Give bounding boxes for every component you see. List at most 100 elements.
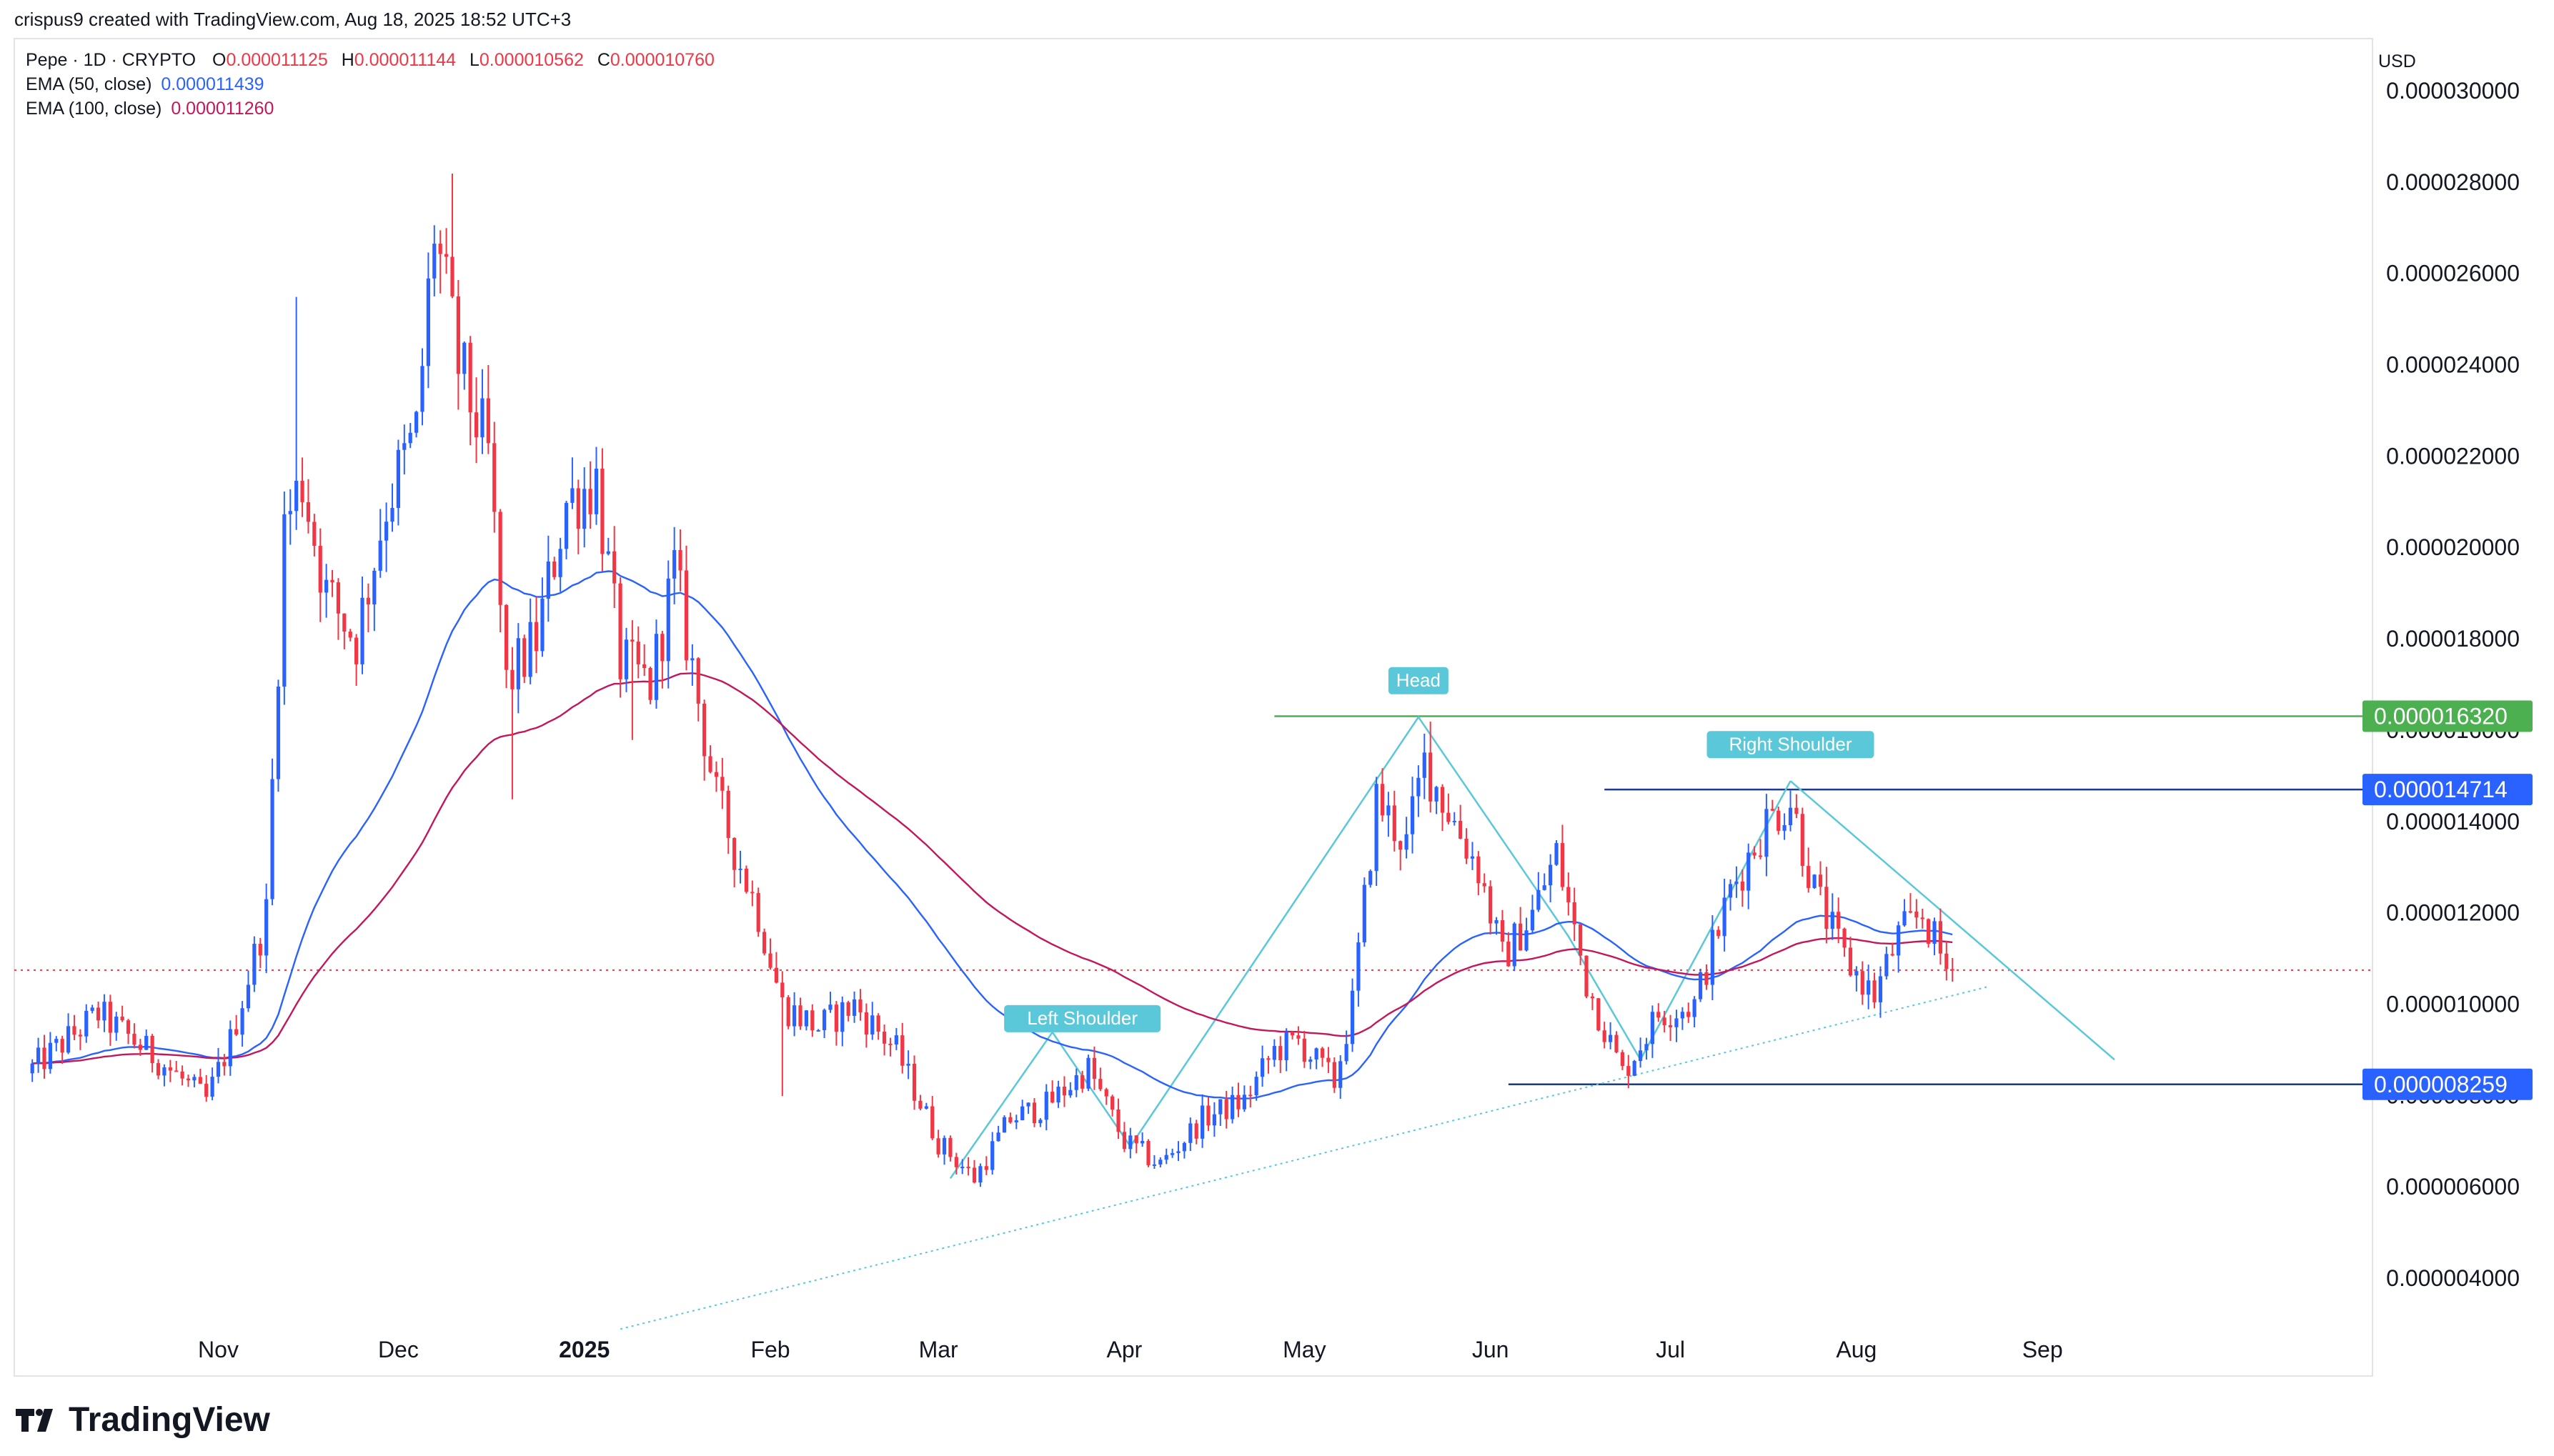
- candle-body: [1266, 1058, 1271, 1060]
- candle-body: [1566, 887, 1571, 902]
- candle-body: [246, 984, 251, 1009]
- candle-body: [168, 1067, 172, 1071]
- candle-body: [318, 546, 322, 593]
- candle-body: [918, 1100, 923, 1109]
- candle-body: [480, 398, 485, 438]
- candle-body: [312, 522, 317, 547]
- y-tick-label: 0.000024000: [2386, 352, 2520, 378]
- candle-body: [534, 622, 539, 652]
- symbol-name: Pepe · 1D · CRYPTO: [26, 50, 197, 70]
- candle-body: [1428, 752, 1433, 802]
- candle-body: [204, 1083, 209, 1097]
- candle-body: [138, 1044, 142, 1050]
- candle-body: [1158, 1160, 1163, 1165]
- candle-body: [444, 254, 449, 257]
- price-axis: 0.0000040000.0000060000.0000080000.00001…: [2362, 78, 2533, 1291]
- candle-body: [1254, 1077, 1258, 1096]
- candle-body: [1248, 1095, 1253, 1097]
- candle-body: [1068, 1089, 1073, 1096]
- candle-body: [348, 632, 352, 638]
- candle-body: [1950, 969, 1954, 971]
- candle-body: [1554, 843, 1559, 865]
- y-tick-label: 0.000030000: [2386, 78, 2520, 104]
- candle-body: [192, 1077, 197, 1081]
- candle-body: [1932, 921, 1937, 944]
- x-tick-label: Feb: [750, 1337, 790, 1362]
- candle-body: [1890, 954, 1894, 956]
- candle-body: [1176, 1151, 1181, 1154]
- candle-body: [894, 1035, 898, 1044]
- candle-body: [1644, 1044, 1649, 1051]
- candle-body: [174, 1070, 179, 1072]
- candle-body: [1302, 1038, 1306, 1062]
- candle-body: [36, 1047, 41, 1064]
- candle-body: [1134, 1135, 1138, 1144]
- candle-body: [1824, 887, 1829, 929]
- candle-body: [1344, 1044, 1348, 1062]
- candle-body: [756, 893, 760, 932]
- candle-body: [1236, 1095, 1241, 1110]
- candle-body: [1788, 807, 1793, 825]
- candle-body: [600, 469, 605, 554]
- candle-body: [1584, 955, 1589, 997]
- candle-body: [690, 658, 695, 661]
- candle-body: [942, 1137, 947, 1155]
- candle-body: [762, 932, 767, 954]
- candle-body: [96, 1007, 101, 1021]
- candle-body: [1464, 838, 1469, 859]
- close-value: 0.000010760: [610, 50, 715, 70]
- candle-body: [84, 1010, 89, 1037]
- candle-body: [450, 256, 454, 296]
- candle-body: [48, 1042, 52, 1069]
- candle-body: [864, 1012, 868, 1034]
- candle-body: [714, 772, 719, 777]
- candle-body: [1812, 874, 1817, 888]
- candle-body: [1171, 1153, 1175, 1155]
- candle-body: [870, 1015, 875, 1034]
- annotation-label: Left Shoulder: [1027, 1007, 1138, 1029]
- candle-body: [984, 1166, 988, 1170]
- candle-body: [222, 1062, 227, 1067]
- y-tick-label: 0.000028000: [2386, 169, 2520, 195]
- x-tick-label: Mar: [919, 1337, 958, 1362]
- candle-body: [1128, 1135, 1133, 1150]
- candle-body: [72, 1026, 76, 1035]
- ema50-legend[interactable]: EMA (50, close) 0.000011439: [26, 74, 264, 95]
- annotations: Left Shoulder Head Right Shoulder: [1004, 667, 1874, 1032]
- candle-body: [180, 1071, 184, 1079]
- candle-body: [1842, 928, 1847, 948]
- tradingview-logo[interactable]: TradingView: [16, 1400, 270, 1440]
- candle-body: [1326, 1057, 1331, 1062]
- candle-body: [558, 549, 562, 577]
- candle-body: [1698, 972, 1703, 999]
- candle-body: [798, 1005, 803, 1027]
- candle-body: [660, 634, 665, 662]
- candle-body: [1927, 919, 1931, 944]
- candle-body: [792, 1005, 797, 1027]
- candle-body: [834, 1004, 838, 1032]
- candle-body: [78, 1034, 82, 1037]
- candle-body: [390, 507, 394, 522]
- candle-body: [1404, 834, 1408, 850]
- candle-body: [1200, 1105, 1205, 1139]
- low-value: 0.000010562: [479, 50, 584, 70]
- ascending-trendline: [620, 985, 1989, 1330]
- candle-body: [1098, 1079, 1103, 1089]
- candle-body: [606, 551, 610, 554]
- candle-body: [1872, 980, 1877, 1002]
- candle-body: [630, 639, 635, 642]
- candle-body: [1830, 912, 1834, 929]
- candle-body: [468, 342, 472, 413]
- x-tick-label: Dec: [378, 1337, 419, 1362]
- candle-body: [1800, 814, 1804, 867]
- candle-body: [822, 1009, 827, 1030]
- candle-body: [642, 664, 647, 669]
- candle-body: [1416, 777, 1421, 797]
- candle-body: [1290, 1032, 1295, 1036]
- candle-body: [888, 1043, 893, 1045]
- candle-body: [1530, 909, 1535, 931]
- ema100-legend[interactable]: EMA (100, close) 0.000011260: [26, 99, 274, 119]
- y-tick-label: 0.000018000: [2386, 626, 2520, 652]
- candle-body: [1752, 852, 1757, 856]
